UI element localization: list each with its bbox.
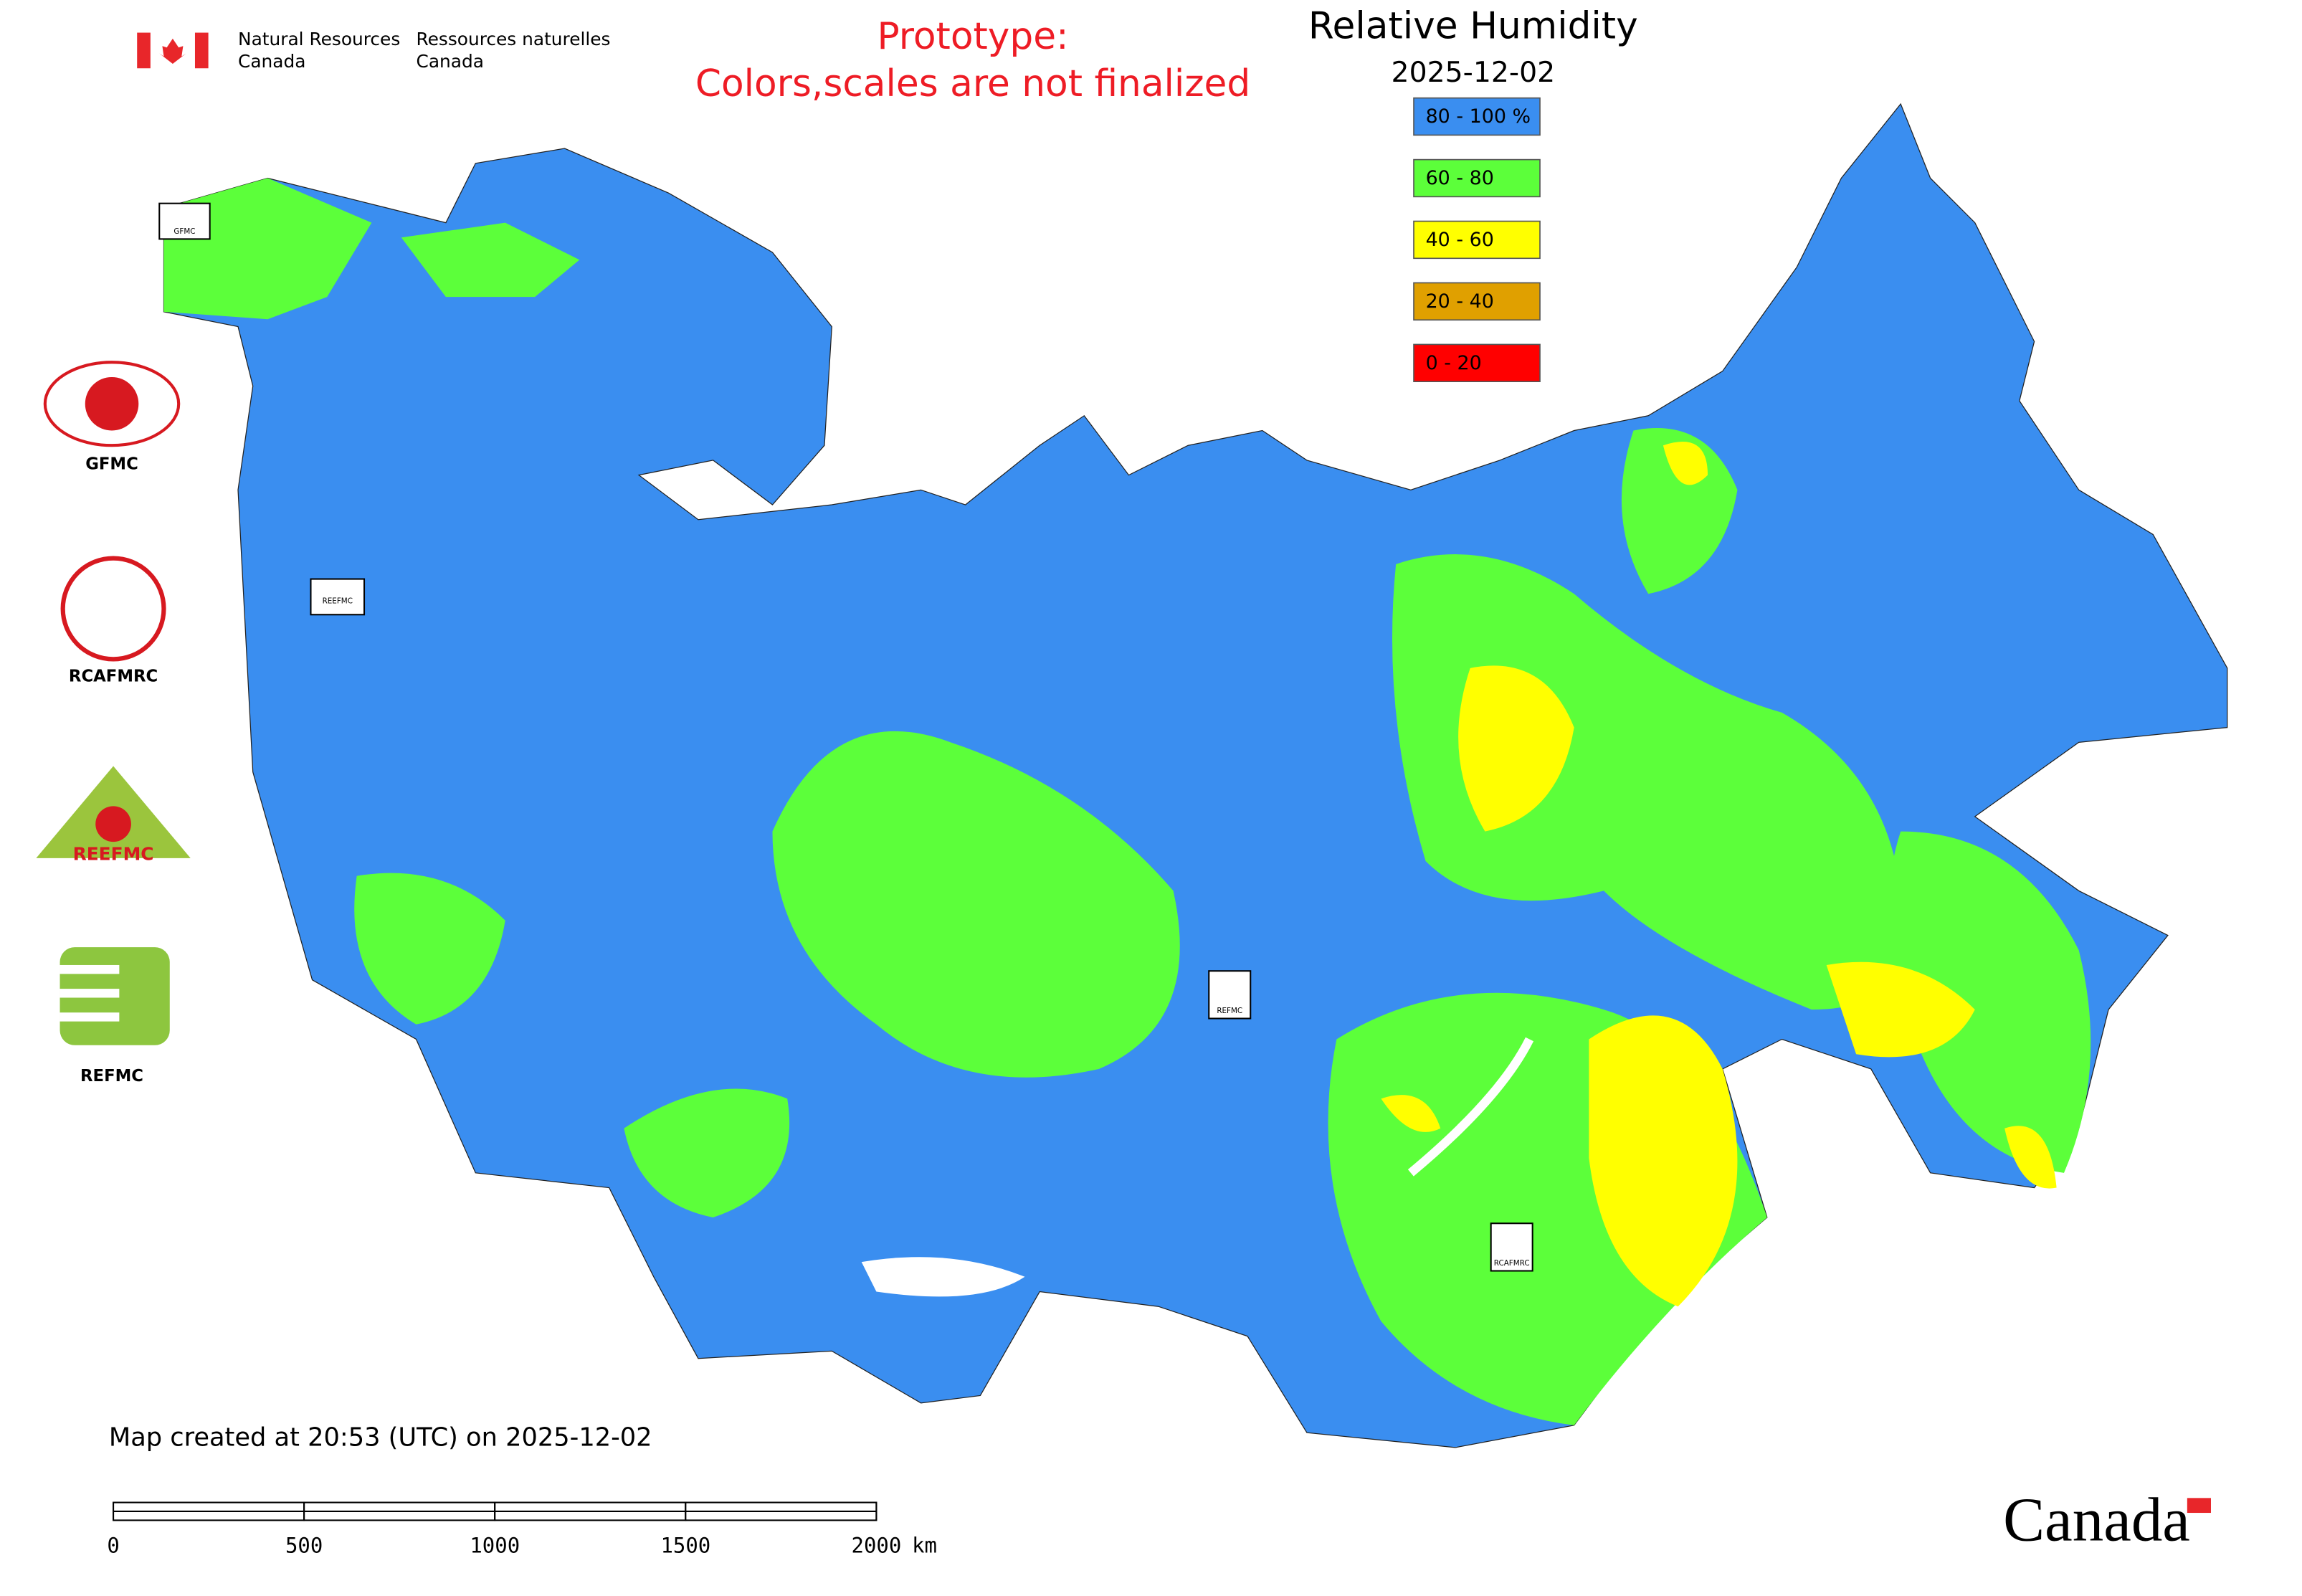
scale-segment — [113, 1510, 305, 1521]
scale-unit: km — [912, 1534, 937, 1558]
scale-label: 1500 — [660, 1534, 710, 1558]
legend-label: 40 - 60 — [1426, 229, 1494, 251]
legend: 80 - 100 % 60 - 80 40 - 60 20 - 40 0 - 20 — [1413, 97, 1541, 382]
scale-segment — [303, 1510, 496, 1521]
logo-label: REFMC — [80, 1067, 143, 1086]
notice: Colors,scales are not finalized — [695, 62, 1250, 105]
map-markers: GFMC REEFMC REFMC RCAFMRC — [158, 202, 1533, 1272]
scale-label: 500 — [285, 1534, 323, 1558]
legend-swatch — [1413, 220, 1541, 260]
marker-label: REEFMC — [323, 597, 353, 606]
scale-segment — [494, 1501, 687, 1513]
map-title: Relative Humidity — [1308, 4, 1638, 47]
logos: GFMC RCAFMRC REEFMC REFMC — [36, 361, 191, 1086]
canada-wordmark: Canada — [2003, 1486, 2190, 1554]
logo-label: REEFMC — [73, 844, 154, 865]
agency-en: Natural Resources — [238, 29, 400, 49]
scale-label: 0 — [107, 1534, 119, 1558]
scale-segment — [303, 1501, 496, 1513]
wordmark-flag — [2187, 1498, 2211, 1514]
marker-label: REFMC — [1217, 1007, 1242, 1015]
legend-label: 80 - 100 % — [1426, 105, 1531, 128]
legend-swatch — [1413, 158, 1541, 198]
scale-bar: 0 500 1000 1500 2000 km — [107, 1501, 937, 1558]
map-area — [163, 103, 2228, 1448]
legend-label: 0 - 20 — [1426, 352, 1482, 374]
legend-swatch — [1413, 282, 1541, 321]
logo-label: GFMC — [85, 455, 138, 474]
created-note: Map created at 20:53 (UTC) on 2025-12-02 — [109, 1423, 652, 1453]
legend-swatch — [1413, 343, 1541, 382]
scale-segment — [685, 1501, 877, 1513]
scale-label: 2000 — [852, 1534, 902, 1558]
agency-fr: Ressources naturelles — [417, 29, 611, 49]
scale-segment — [494, 1510, 687, 1521]
agency-fr: Canada — [417, 51, 484, 72]
legend-label: 20 - 40 — [1426, 290, 1494, 313]
flag — [137, 32, 209, 69]
scale-segment — [685, 1510, 877, 1521]
logo-label: RCAFMRC — [69, 668, 158, 686]
marker-label: GFMC — [173, 227, 195, 236]
scale-label: 1000 — [470, 1534, 520, 1558]
notice: Prototype: — [877, 15, 1068, 58]
agency-en: Canada — [238, 51, 305, 72]
legend-label: 60 - 80 — [1426, 167, 1494, 189]
map-date: 2025-12-02 — [1392, 56, 1556, 89]
legend-swatch — [1413, 97, 1541, 136]
marker-label: RCAFMRC — [1494, 1259, 1530, 1268]
scale-segment — [113, 1501, 305, 1513]
